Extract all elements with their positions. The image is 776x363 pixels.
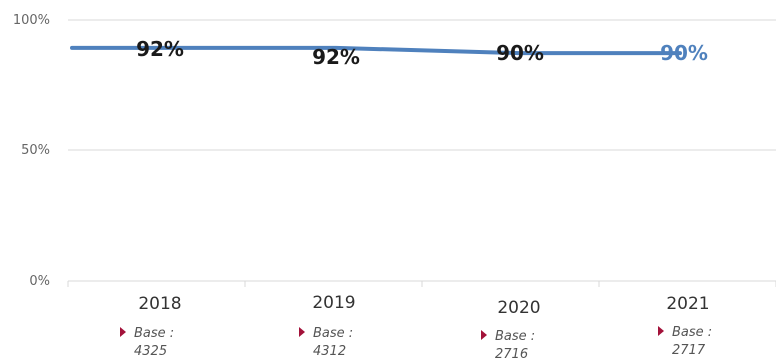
base-label: Base : [672, 325, 712, 340]
triangle-marker-icon [658, 326, 664, 336]
base-annotations: Base : 4325 Base : 4312 Base : 2716 Base… [120, 325, 712, 362]
x-category-label: 2019 [312, 293, 355, 313]
triangle-marker-icon [299, 327, 305, 337]
base-value: 2717 [672, 343, 706, 358]
base-label: Base : [134, 326, 174, 341]
y-tick-label-100: 100% [13, 13, 50, 28]
triangle-marker-icon [120, 327, 126, 337]
data-label: 92% [136, 37, 184, 61]
base-annotation: Base : 4325 [120, 326, 174, 359]
triangle-marker-icon [481, 330, 487, 340]
base-annotation: Base : 4312 [299, 326, 353, 359]
base-label: Base : [495, 329, 535, 344]
x-category-labels: 2018 2019 2020 2021 [138, 293, 709, 318]
base-annotation: Base : 2717 [658, 325, 712, 358]
base-value: 4325 [134, 344, 167, 359]
data-labels: 92% 92% 90% 90% [136, 37, 708, 69]
y-tick-label-0: 0% [29, 274, 50, 289]
data-label: 92% [312, 45, 360, 69]
base-value: 2716 [495, 347, 528, 362]
data-label-highlight: 90% [660, 41, 708, 65]
base-value: 4312 [313, 344, 346, 359]
x-category-label: 2020 [497, 298, 540, 318]
data-label: 90% [496, 41, 544, 65]
y-axis-labels: 100% 50% 0% [13, 13, 50, 289]
base-annotation: Base : 2716 [481, 329, 535, 362]
series-line [70, 45, 682, 56]
y-tick-label-50: 50% [21, 143, 50, 158]
x-category-label: 2021 [666, 294, 709, 314]
x-axis-ticks [67, 281, 776, 287]
base-label: Base : [313, 326, 353, 341]
x-category-label: 2018 [138, 294, 181, 314]
